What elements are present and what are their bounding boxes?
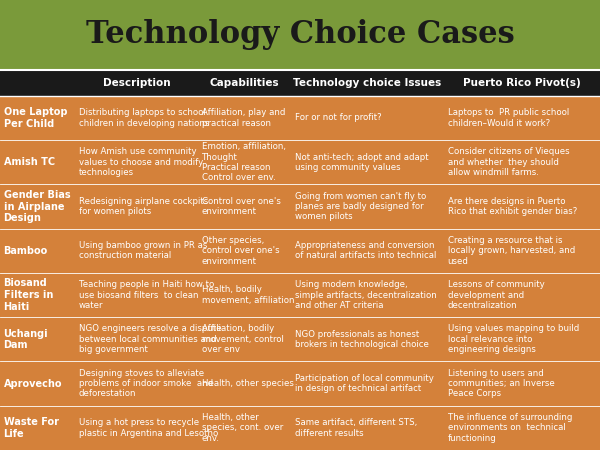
Text: Waste For
Life: Waste For Life xyxy=(4,417,59,439)
Text: Uchangi
Dam: Uchangi Dam xyxy=(4,328,48,350)
Text: Redesigning airplane cockpits
for women pilots: Redesigning airplane cockpits for women … xyxy=(79,197,208,216)
Text: Health, bodily
movement, affiliation: Health, bodily movement, affiliation xyxy=(202,285,294,305)
Text: Gender Bias
in Airplane
Design: Gender Bias in Airplane Design xyxy=(4,190,70,223)
Text: Appropriateness and conversion
of natural artifacts into technical: Appropriateness and conversion of natura… xyxy=(295,241,436,261)
Text: Going from women can't fly to
planes are badly designed for
women pilots: Going from women can't fly to planes are… xyxy=(295,192,426,221)
Text: How Amish use community
values to choose and modify
technologies: How Amish use community values to choose… xyxy=(79,147,203,177)
Text: Distributing laptops to school
children in developing nations: Distributing laptops to school children … xyxy=(79,108,209,128)
Text: Creating a resource that is
locally grown, harvested, and
used: Creating a resource that is locally grow… xyxy=(448,236,575,266)
Text: Technology choice Issues: Technology choice Issues xyxy=(293,78,442,88)
Text: Not anti-tech; adopt and adapt
using community values: Not anti-tech; adopt and adapt using com… xyxy=(295,153,428,172)
Text: Other species,
control over one's
environment: Other species, control over one's enviro… xyxy=(202,236,279,266)
Text: Laptops to  PR public school
children–Would it work?: Laptops to PR public school children–Wou… xyxy=(448,108,569,128)
Text: Are there designs in Puerto
Rico that exhibit gender bias?: Are there designs in Puerto Rico that ex… xyxy=(448,197,577,216)
Text: Technology Choice Cases: Technology Choice Cases xyxy=(86,19,514,50)
Text: Description: Description xyxy=(103,78,170,88)
Text: Biosand
Filters in
Haiti: Biosand Filters in Haiti xyxy=(4,279,53,312)
Text: Lessons of community
development and
decentralization: Lessons of community development and dec… xyxy=(448,280,544,310)
Text: Aprovecho: Aprovecho xyxy=(4,378,62,389)
Text: Using bamboo grown in PR as
construction material: Using bamboo grown in PR as construction… xyxy=(79,241,207,261)
Text: Affiliation, play and
practical reason: Affiliation, play and practical reason xyxy=(202,108,285,128)
Bar xyxy=(0,229,600,273)
Text: Consider citizens of Vieques
and whether  they should
allow windmill farms.: Consider citizens of Vieques and whether… xyxy=(448,147,569,177)
Bar xyxy=(0,184,600,229)
Bar xyxy=(0,0,600,70)
Text: Using modern knowledge,
simple artifacts, decentralization
and other AT criteria: Using modern knowledge, simple artifacts… xyxy=(295,280,436,310)
Bar xyxy=(0,406,600,450)
Text: Same artifact, different STS,
different results: Same artifact, different STS, different … xyxy=(295,418,417,437)
Text: NGO engineers resolve a dispute
between local communities and
big government: NGO engineers resolve a dispute between … xyxy=(79,324,221,354)
Text: Using a hot press to recycle
plastic in Argentina and Lesotho: Using a hot press to recycle plastic in … xyxy=(79,418,218,437)
Text: Participation of local community
in design of technical artifact: Participation of local community in desi… xyxy=(295,374,433,393)
Text: Designing stoves to alleviate
problems of indoor smoke  and
deforestation: Designing stoves to alleviate problems o… xyxy=(79,369,213,399)
Text: Affiliation, bodily
movement, control
over env: Affiliation, bodily movement, control ov… xyxy=(202,324,283,354)
Text: One Laptop
Per Child: One Laptop Per Child xyxy=(4,107,67,129)
Text: Listening to users and
communities; an Inverse
Peace Corps: Listening to users and communities; an I… xyxy=(448,369,554,399)
Text: Emotion, affiliation,
Thought
Practical reason
Control over env.: Emotion, affiliation, Thought Practical … xyxy=(202,142,286,182)
Text: Capabilities: Capabilities xyxy=(209,78,280,88)
Bar xyxy=(0,361,600,406)
Text: Health, other species: Health, other species xyxy=(202,379,293,388)
Bar xyxy=(0,273,600,317)
Bar xyxy=(0,70,600,96)
Bar xyxy=(0,96,600,140)
Text: Control over one's
environment: Control over one's environment xyxy=(202,197,280,216)
Text: NGO professionals as honest
brokers in technological choice: NGO professionals as honest brokers in t… xyxy=(295,330,428,349)
Bar xyxy=(0,140,600,184)
Text: Puerto Rico Pivot(s): Puerto Rico Pivot(s) xyxy=(463,78,581,88)
Bar xyxy=(0,317,600,361)
Text: Teaching people in Haiti how to
use biosand filters  to clean
water: Teaching people in Haiti how to use bios… xyxy=(79,280,214,310)
Text: Bamboo: Bamboo xyxy=(4,246,48,256)
Text: The influence of surrounding
environments on  technical
functioning: The influence of surrounding environment… xyxy=(448,413,572,443)
Text: For or not for profit?: For or not for profit? xyxy=(295,113,381,122)
Text: Amish TC: Amish TC xyxy=(4,157,55,167)
Text: Health, other
species, cont. over
env.: Health, other species, cont. over env. xyxy=(202,413,283,443)
Text: Using values mapping to build
local relevance into
engineering designs: Using values mapping to build local rele… xyxy=(448,324,579,354)
